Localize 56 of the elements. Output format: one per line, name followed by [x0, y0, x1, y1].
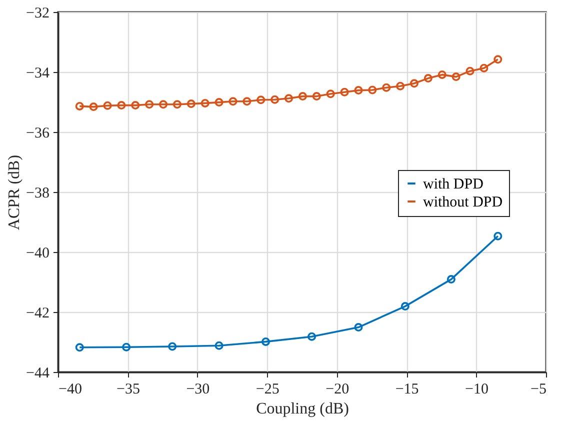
y-tick-label: −34 [26, 66, 50, 82]
legend-label: with DPD [423, 176, 484, 192]
x-tick-label: −35 [116, 382, 140, 398]
x-tick-label: −25 [256, 382, 280, 398]
point [424, 74, 432, 83]
point [228, 97, 238, 106]
point [326, 90, 335, 98]
point [214, 341, 224, 350]
y-tick-label: −44 [26, 366, 50, 382]
point [145, 100, 154, 109]
y-tick-label: −32 [26, 6, 50, 22]
point [131, 101, 140, 110]
point [256, 96, 266, 104]
point [89, 102, 98, 112]
point [480, 64, 488, 72]
point [214, 98, 224, 107]
point [103, 101, 112, 110]
point [368, 86, 377, 94]
point [382, 83, 391, 92]
point [396, 82, 405, 90]
point [200, 98, 210, 108]
x-tick-label: −20 [326, 382, 350, 398]
point [186, 100, 196, 108]
point [340, 88, 349, 96]
y-axis-title: ACPR (dB) [6, 154, 24, 230]
x-axis-title: Coupling (dB) [256, 400, 349, 418]
point [354, 323, 363, 332]
point [446, 275, 456, 284]
y-tick-label: −38 [26, 186, 50, 202]
point [438, 70, 446, 79]
point [354, 86, 363, 95]
point [261, 337, 270, 346]
point [159, 100, 168, 109]
point [452, 72, 460, 82]
x-tick-label: −30 [186, 382, 210, 398]
point [466, 66, 474, 76]
x-tick-label: −15 [395, 382, 419, 398]
point [270, 95, 280, 104]
point [298, 92, 307, 101]
y-tick-label: −40 [26, 246, 50, 262]
point [400, 302, 410, 311]
point [122, 342, 131, 352]
point [172, 100, 182, 109]
point [168, 342, 177, 351]
x-tick-label: −40 [58, 382, 82, 398]
legend-label: without DPD [423, 194, 503, 210]
y-tick-label: −42 [26, 306, 50, 322]
point [284, 94, 294, 103]
point [308, 332, 316, 341]
point [410, 79, 418, 88]
x-tick-label: −10 [465, 382, 489, 398]
point [312, 92, 321, 101]
y-tick-label: −36 [26, 126, 50, 142]
x-tick-label: −5 [530, 382, 546, 398]
point [242, 97, 252, 106]
point [117, 101, 126, 110]
